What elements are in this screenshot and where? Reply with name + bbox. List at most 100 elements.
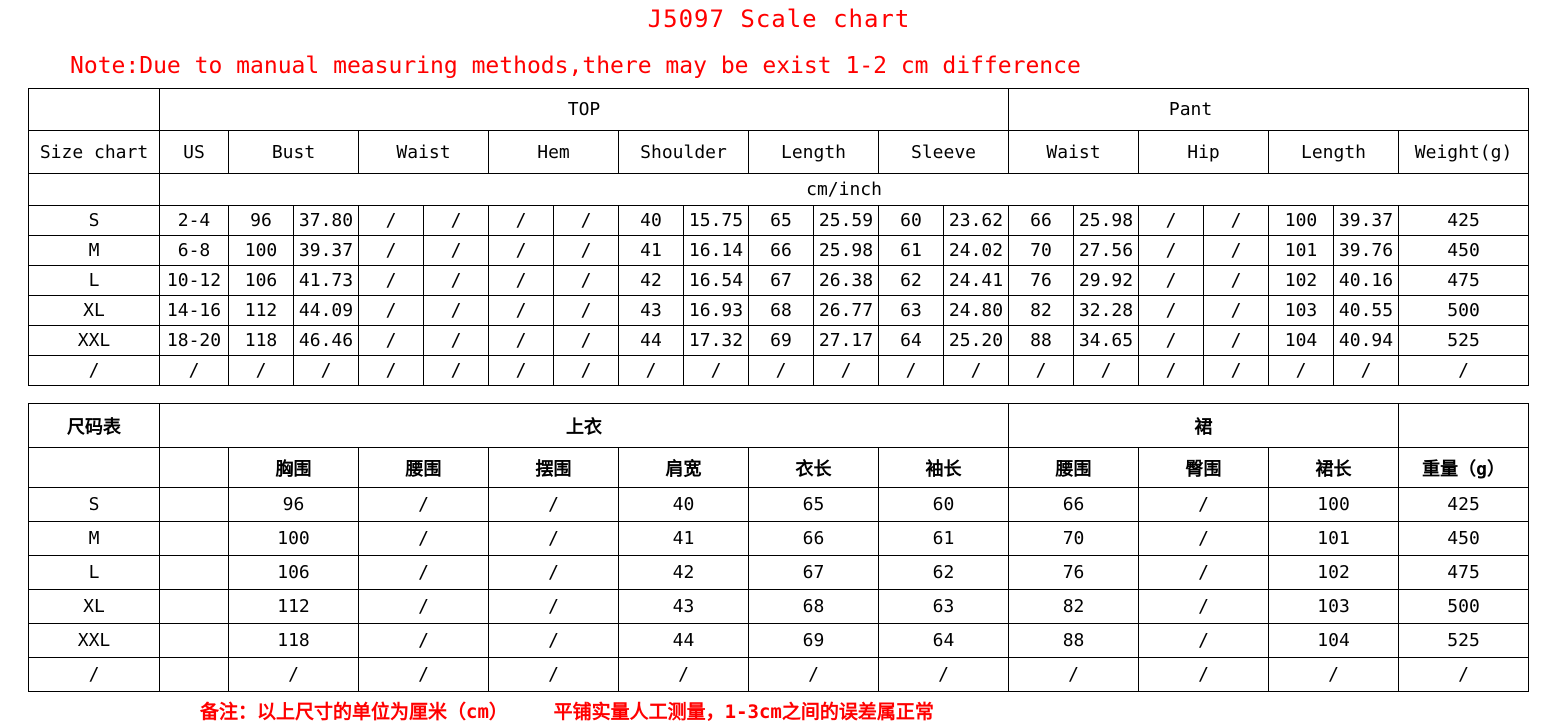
table-row: XL 14-16 112 44.09// //43 16.93 68 26.77 63 24.80… bbox=[28, 295, 1530, 326]
column-header-sleeve: Sleeve bbox=[878, 130, 1009, 174]
table-cell: 68 bbox=[748, 295, 814, 326]
table-cell: / bbox=[488, 265, 554, 296]
table-cell: 24.41 bbox=[943, 265, 1009, 296]
column-header-bust-cn: 胸围 bbox=[228, 447, 359, 488]
column-header-sleeve-cn: 袖长 bbox=[877, 447, 1010, 488]
table-cell: 42 bbox=[618, 265, 684, 296]
table-cell: 62 bbox=[878, 265, 944, 296]
table-cell: / bbox=[877, 657, 1010, 692]
table-cell: 40.94 bbox=[1333, 325, 1399, 356]
table-cell: / bbox=[553, 295, 619, 326]
table-cell: 39.37 bbox=[1333, 205, 1399, 236]
table-cell: 96 bbox=[228, 205, 294, 236]
table-cell bbox=[159, 487, 229, 522]
column-header-hip: Hip bbox=[1138, 130, 1269, 174]
table-cell: 26.77 bbox=[813, 295, 879, 326]
table-cell: 106 bbox=[228, 555, 359, 590]
table-cell: 66 bbox=[1008, 487, 1140, 522]
table-cell: / bbox=[748, 657, 879, 692]
table-cell: / bbox=[358, 657, 489, 692]
table-cell bbox=[159, 623, 229, 658]
group-header-size-chart-cn: 尺码表 bbox=[28, 403, 160, 448]
table-cell: 40 bbox=[618, 487, 749, 522]
table-cell: 63 bbox=[877, 589, 1010, 624]
table-cell: 106 bbox=[228, 265, 294, 296]
table-cell: / bbox=[1138, 205, 1204, 236]
table-cell: 100 bbox=[1268, 205, 1334, 236]
table-cell: 82 bbox=[1008, 589, 1140, 624]
table-cell: 112 bbox=[228, 295, 294, 326]
table-cell: / bbox=[1398, 657, 1530, 692]
table-cell: / bbox=[488, 657, 619, 692]
table-cell: / bbox=[488, 355, 554, 386]
table-row: M 100//41 66 61 70/101 450 bbox=[28, 521, 1530, 556]
table-cell: 40.55 bbox=[1333, 295, 1399, 326]
column-header-us: US bbox=[159, 130, 229, 174]
table-cell: 42 bbox=[618, 555, 749, 590]
size-table-chinese: 尺码表 上衣 裙 胸围 腰围 摆围 肩宽 衣长 袖长 腰围 臀围 裙长 重量（g… bbox=[28, 403, 1530, 692]
table-cell: / bbox=[488, 487, 619, 522]
table-row: S 96//40 65 60 66/100 425 bbox=[28, 487, 1530, 522]
table-cell: 65 bbox=[748, 487, 879, 522]
table-cell: / bbox=[683, 355, 749, 386]
table-cell bbox=[159, 589, 229, 624]
table-row: TOP Pant bbox=[28, 88, 1530, 131]
table-cell: / bbox=[943, 355, 1009, 386]
table-cell: 100 bbox=[228, 235, 294, 266]
table-cell: / bbox=[488, 295, 554, 326]
table-cell: / bbox=[358, 589, 489, 624]
table-cell: / bbox=[28, 657, 160, 692]
table-cell: 64 bbox=[878, 325, 944, 356]
group-header-top: TOP bbox=[159, 88, 1009, 131]
table-cell: / bbox=[358, 555, 489, 590]
table-cell: 39.76 bbox=[1333, 235, 1399, 266]
table-cell: / bbox=[358, 355, 424, 386]
column-header-shoulder-cn: 肩宽 bbox=[618, 447, 749, 488]
table-cell: 18-20 bbox=[159, 325, 229, 356]
table-cell: / bbox=[813, 355, 879, 386]
table-cell: 118 bbox=[228, 623, 359, 658]
table-cell: / bbox=[1138, 355, 1204, 386]
table-cell: / bbox=[1138, 265, 1204, 296]
table-cell: 66 bbox=[748, 521, 879, 556]
column-header-pant-length: Length bbox=[1268, 130, 1399, 174]
unit-label: cm/inch bbox=[158, 173, 1530, 206]
table-cell: / bbox=[423, 295, 489, 326]
table-cell: / bbox=[1397, 355, 1530, 386]
table-cell: / bbox=[1203, 205, 1269, 236]
table-cell: / bbox=[358, 265, 424, 296]
table-cell: M bbox=[28, 521, 160, 556]
table-cell: 40.16 bbox=[1333, 265, 1399, 296]
table-cell: / bbox=[1138, 235, 1204, 266]
table-cell: 32.28 bbox=[1073, 295, 1139, 326]
table-cell: 103 bbox=[1268, 295, 1334, 326]
group-header-pant: Pant bbox=[1007, 88, 1530, 131]
table-cell: / bbox=[358, 205, 424, 236]
table-cell: / bbox=[228, 657, 359, 692]
table-cell: 39.37 bbox=[293, 235, 359, 266]
table-row: Size chart US Bust Waist Hem Shoulder Le… bbox=[28, 130, 1530, 174]
table-cell: 67 bbox=[748, 265, 814, 296]
table-cell: / bbox=[1008, 355, 1074, 386]
table-cell: / bbox=[618, 355, 684, 386]
table-cell: 41 bbox=[618, 235, 684, 266]
table-cell: 27.56 bbox=[1073, 235, 1139, 266]
table-cell: 101 bbox=[1268, 235, 1334, 266]
table-cell: 46.46 bbox=[293, 325, 359, 356]
column-header-hem: Hem bbox=[488, 130, 619, 174]
column-header-waist-cn: 腰围 bbox=[358, 447, 489, 488]
table-cell: L bbox=[28, 265, 160, 296]
column-header-pant-waist: Waist bbox=[1008, 130, 1139, 174]
table-cell: 25.59 bbox=[813, 205, 879, 236]
size-table-english: TOP Pant Size chart US Bust Waist Hem Sh… bbox=[28, 88, 1530, 386]
table-cell: 65 bbox=[748, 205, 814, 236]
table-cell: 15.75 bbox=[683, 205, 749, 236]
table-cell: 68 bbox=[748, 589, 879, 624]
table-cell: 96 bbox=[228, 487, 359, 522]
table-cell: 104 bbox=[1268, 325, 1334, 356]
table-cell: / bbox=[423, 355, 489, 386]
table-cell: 61 bbox=[878, 235, 944, 266]
table-cell: / bbox=[358, 623, 489, 658]
table-cell: / bbox=[488, 205, 554, 236]
